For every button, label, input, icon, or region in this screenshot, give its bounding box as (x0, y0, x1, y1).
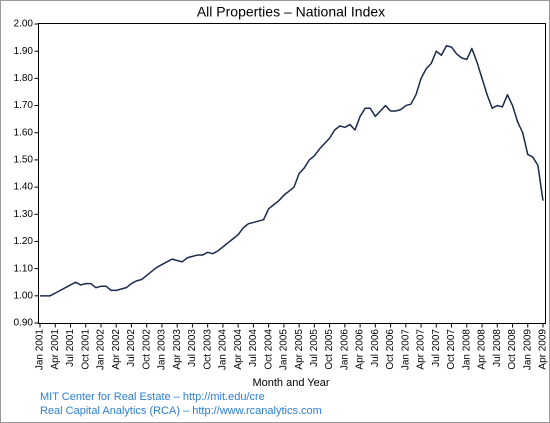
y-tick-label: 1.40 (14, 182, 34, 193)
x-tick-label: Jan 2002 (96, 329, 107, 371)
x-tick-label: Jul 2006 (370, 329, 381, 367)
x-tick-label: Jan 2007 (400, 329, 411, 371)
x-tick-label: Oct 2006 (385, 329, 396, 370)
line (40, 45, 544, 297)
y-tick-label: 1.80 (14, 73, 34, 84)
x-tick-label: Apr 2008 (477, 329, 488, 370)
x-tick-label: Oct 2004 (263, 329, 274, 370)
y-tick-label: 1.60 (14, 127, 34, 138)
x-axis-title: Month and Year (252, 377, 329, 389)
x-tick-label: Jan 2003 (157, 329, 168, 371)
x-tick-label: Apr 2003 (172, 329, 183, 370)
x-tick-label: Jan 2004 (218, 329, 229, 371)
y-tick-label: 1.50 (14, 155, 34, 166)
y-tick-label: 1.90 (14, 46, 34, 57)
x-tick-label: Apr 2001 (50, 329, 61, 370)
plot-area (38, 23, 546, 324)
x-tick-label: Apr 2005 (294, 329, 305, 370)
x-tick-label: Jan 2008 (461, 329, 472, 371)
x-tick-label: Jan 2005 (279, 329, 290, 371)
x-tick-label: Apr 2006 (355, 329, 366, 370)
x-tick-label: Apr 2007 (416, 329, 427, 370)
x-tick-label: Jan 2001 (35, 329, 46, 371)
x-tick-label: Jul 2008 (492, 329, 503, 367)
x-tick-label: Jul 2003 (187, 329, 198, 367)
x-tick-label: Jan 2006 (339, 329, 350, 371)
x-tick-label: Jul 2001 (65, 329, 76, 367)
x-tick-label: Oct 2002 (141, 329, 152, 370)
y-tick-label: 2.00 (14, 19, 34, 30)
x-tick-label: Jul 2005 (309, 329, 320, 367)
y-tick-label: 1.00 (14, 290, 34, 301)
x-tick-label: Apr 2002 (111, 329, 122, 370)
x-tick-label: Oct 2007 (446, 329, 457, 370)
note: Real Capital Analytics (RCA) – http://ww… (40, 405, 322, 417)
y-tick-label: 1.20 (14, 236, 34, 247)
x-tick-label: Oct 2003 (202, 329, 213, 370)
chart-title: All Properties – National Index (197, 4, 385, 20)
y-tick-label: 0.90 (14, 318, 34, 329)
x-tick-label: Oct 2008 (507, 329, 518, 370)
x-tick-label: Oct 2005 (324, 329, 335, 370)
x-tick-label: Jul 2007 (431, 329, 442, 367)
y-tick-label: 1.10 (14, 263, 34, 274)
x-tick-label: Jan 2009 (522, 329, 533, 371)
x-tick-label: Oct 2001 (80, 329, 91, 370)
x-tick-label: Apr 2009 (538, 329, 549, 370)
x-tick-label: Jul 2002 (126, 329, 137, 367)
y-tick-label: 1.70 (14, 100, 34, 111)
note: MIT Center for Real Estate – http://mit.… (40, 391, 265, 403)
x-tick-label: Jul 2004 (248, 329, 259, 367)
x-tick-label: Apr 2004 (233, 329, 244, 370)
y-tick-label: 1.30 (14, 209, 34, 220)
